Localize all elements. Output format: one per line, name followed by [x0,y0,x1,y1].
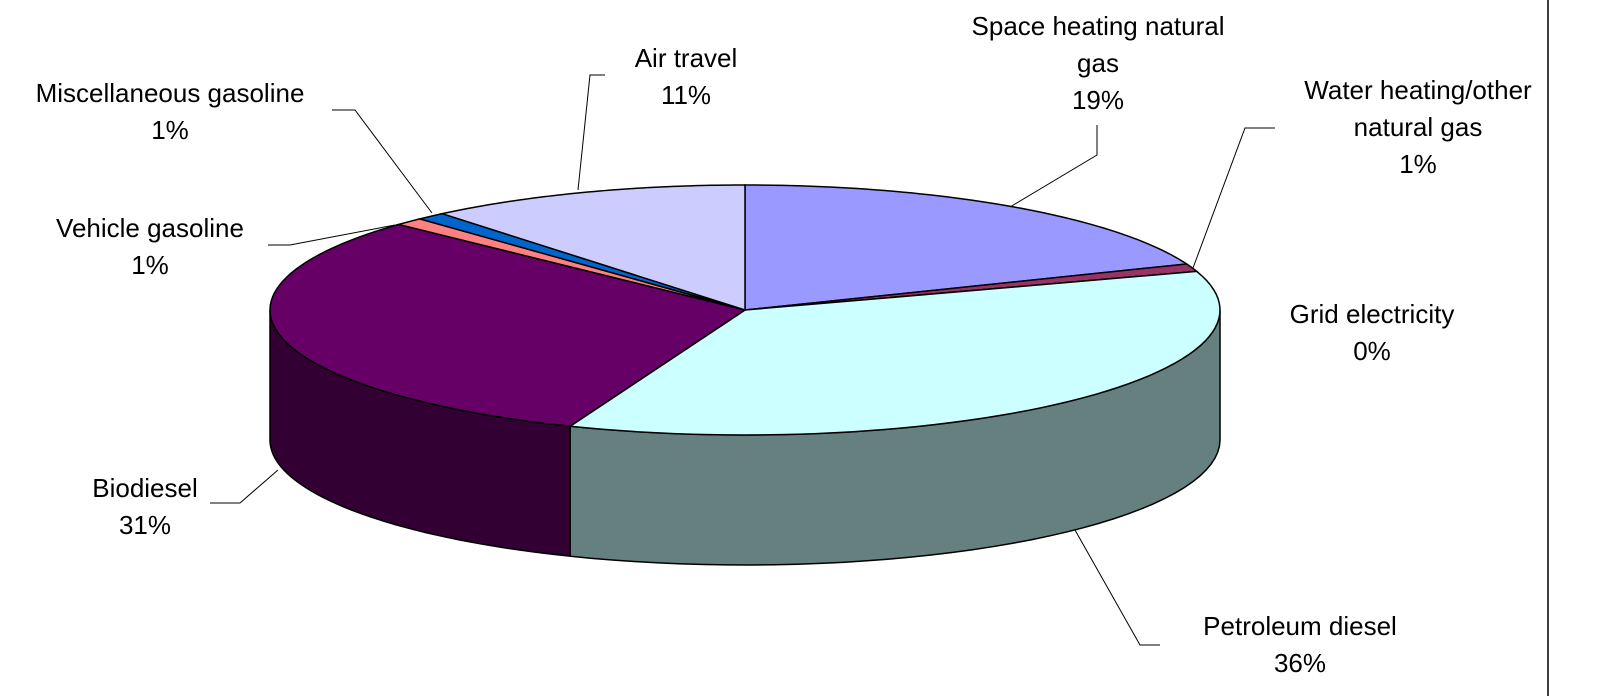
slice-name: Petroleum diesel [1203,611,1397,641]
slice-label: Biodiesel 31% [0,470,295,544]
pie-slice [439,184,746,312]
leader-line [577,74,605,191]
leader-line [268,224,396,246]
leader-line [1009,125,1098,208]
pie-slice [744,184,1189,311]
pie-slice [269,223,747,427]
pie-slice [395,218,746,311]
leader-lines [210,74,1275,646]
slice-value: 19% [1071,85,1125,115]
slice-name: Vehicle gasoline [56,213,244,243]
slice-label: Grid electricity 0% [1222,296,1522,370]
slice-value: 0% [1353,336,1391,366]
slice-name: Miscellaneous gasoline [35,78,305,108]
pie-slice [567,270,1221,436]
slice-value: 11% [660,80,712,110]
slice-label: Air travel 11% [536,40,836,114]
slice-value: 31% [118,510,172,540]
slice-name: Water heating/other natural gas [1304,75,1532,142]
leader-line [1192,127,1275,269]
slice-label: Water heating/other natural gas 1% [1283,72,1553,183]
leader-line [332,109,433,214]
leader-line [210,469,279,504]
slice-value: 36% [1273,648,1327,678]
pie-slice [744,263,1199,311]
pie-slice [416,212,746,311]
slice-value: 1% [131,250,169,280]
slice-name: Space heating natural gas [971,11,1225,78]
slice-label: Space heating natural gas 19% [948,8,1248,119]
slice-value: 1% [1399,149,1437,179]
slice-label: Vehicle gasoline 1% [0,210,300,284]
slice-name: Air travel [634,43,738,73]
leader-line [1074,529,1160,646]
slice-value: 1% [151,115,189,145]
slice-name: Grid electricity [1289,299,1455,329]
slice-label: Miscellaneous gasoline 1% [0,75,350,149]
slice-name: Biodiesel [92,473,198,503]
slice-label: Petroleum diesel 36% [1150,608,1450,682]
